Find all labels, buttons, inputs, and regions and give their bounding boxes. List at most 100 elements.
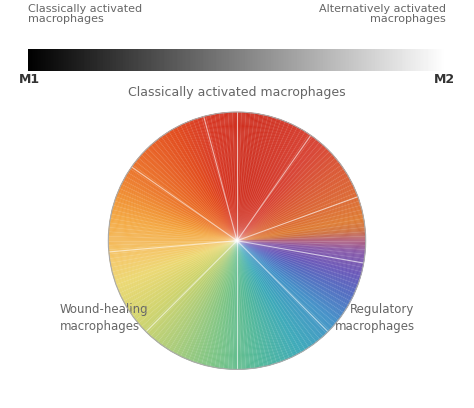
Wedge shape [237, 116, 269, 241]
Wedge shape [237, 151, 330, 241]
Wedge shape [237, 241, 265, 366]
Wedge shape [237, 121, 285, 241]
Wedge shape [237, 241, 347, 308]
Wedge shape [237, 134, 310, 241]
Wedge shape [109, 241, 237, 248]
Wedge shape [114, 202, 237, 241]
Wedge shape [109, 224, 237, 241]
Wedge shape [237, 241, 340, 318]
Wedge shape [172, 129, 237, 241]
Wedge shape [237, 122, 287, 241]
Wedge shape [226, 113, 237, 241]
Wedge shape [230, 112, 237, 241]
Wedge shape [226, 241, 237, 369]
Wedge shape [237, 112, 243, 241]
Wedge shape [212, 241, 237, 367]
Wedge shape [237, 241, 272, 365]
Wedge shape [237, 161, 338, 241]
Wedge shape [114, 241, 237, 278]
Wedge shape [130, 169, 237, 241]
Wedge shape [237, 193, 357, 241]
Wedge shape [237, 241, 240, 369]
Wedge shape [152, 144, 237, 241]
Wedge shape [158, 241, 237, 343]
Wedge shape [109, 230, 237, 241]
Text: Regulatory
macrophages: Regulatory macrophages [335, 303, 415, 333]
Wedge shape [237, 112, 240, 241]
Wedge shape [237, 128, 300, 241]
Wedge shape [115, 241, 237, 282]
Wedge shape [160, 137, 237, 241]
Text: Classically activated: Classically activated [28, 4, 143, 14]
Wedge shape [208, 241, 237, 366]
Wedge shape [154, 142, 237, 241]
Wedge shape [109, 241, 237, 246]
Wedge shape [118, 189, 237, 241]
Wedge shape [237, 117, 273, 241]
Wedge shape [237, 177, 349, 241]
Wedge shape [130, 241, 237, 313]
Wedge shape [237, 124, 293, 241]
Wedge shape [110, 241, 237, 261]
Wedge shape [237, 241, 291, 358]
Wedge shape [237, 241, 246, 369]
Wedge shape [125, 177, 237, 241]
Wedge shape [237, 189, 356, 241]
Wedge shape [111, 214, 237, 241]
Wedge shape [237, 212, 363, 241]
Wedge shape [237, 118, 276, 241]
Wedge shape [123, 241, 237, 302]
Wedge shape [237, 152, 331, 241]
Wedge shape [209, 241, 237, 366]
Wedge shape [145, 150, 237, 241]
Wedge shape [163, 135, 237, 241]
Wedge shape [237, 241, 292, 358]
Wedge shape [137, 160, 237, 241]
Wedge shape [237, 118, 274, 241]
Wedge shape [137, 159, 237, 241]
Wedge shape [222, 113, 237, 241]
Wedge shape [237, 241, 268, 366]
Wedge shape [237, 241, 301, 353]
Wedge shape [109, 241, 237, 242]
Wedge shape [237, 215, 363, 241]
Wedge shape [189, 241, 237, 360]
Wedge shape [237, 241, 327, 333]
Wedge shape [237, 241, 344, 313]
Wedge shape [142, 241, 237, 328]
Wedge shape [237, 241, 354, 295]
Wedge shape [237, 241, 342, 315]
Wedge shape [237, 114, 259, 241]
Wedge shape [195, 119, 237, 241]
Wedge shape [109, 239, 237, 241]
Wedge shape [228, 112, 237, 241]
Wedge shape [237, 197, 358, 241]
Wedge shape [237, 241, 277, 364]
Wedge shape [149, 146, 237, 241]
Wedge shape [110, 241, 237, 265]
Wedge shape [237, 113, 248, 241]
Wedge shape [237, 199, 359, 241]
Wedge shape [237, 202, 360, 241]
Wedge shape [130, 168, 237, 241]
Wedge shape [177, 241, 237, 355]
Text: Alternatively activated: Alternatively activated [319, 4, 446, 14]
Wedge shape [237, 241, 341, 317]
Wedge shape [209, 115, 237, 241]
Wedge shape [237, 226, 365, 241]
Wedge shape [109, 241, 237, 255]
Wedge shape [114, 201, 237, 241]
Wedge shape [144, 151, 237, 241]
Text: Classically activated macrophages: Classically activated macrophages [128, 86, 346, 99]
Wedge shape [237, 116, 272, 241]
Wedge shape [218, 241, 237, 368]
Wedge shape [219, 241, 237, 368]
Wedge shape [237, 241, 297, 355]
Wedge shape [237, 241, 307, 349]
Wedge shape [109, 241, 237, 259]
Wedge shape [151, 241, 237, 337]
Wedge shape [237, 241, 270, 365]
Wedge shape [187, 122, 237, 241]
Wedge shape [237, 112, 238, 241]
Wedge shape [237, 241, 349, 304]
